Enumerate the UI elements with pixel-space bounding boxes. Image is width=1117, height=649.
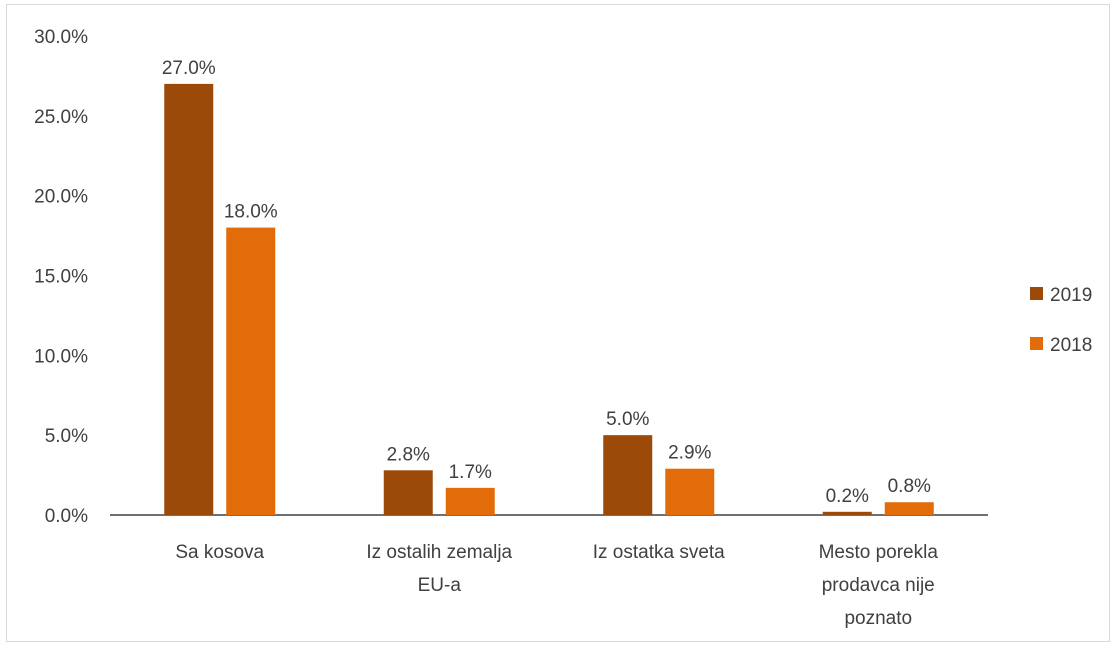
category-label: EU-a	[418, 575, 462, 596]
data-label: 1.7%	[449, 462, 492, 483]
legend-label: 2018	[1050, 335, 1092, 356]
category-label: Iz ostatka sveta	[593, 542, 725, 563]
y-tick-label: 5.0%	[45, 426, 88, 447]
bar-2019	[164, 83, 214, 516]
y-tick-label: 30.0%	[34, 27, 88, 48]
category-label: prodavca nije	[822, 575, 935, 596]
legend-label: 2019	[1050, 285, 1092, 306]
bar-2019	[822, 511, 872, 515]
legend-swatch	[1030, 337, 1043, 350]
y-tick-label: 0.0%	[45, 506, 88, 527]
bar-2019	[383, 470, 433, 515]
bar-2018	[226, 227, 276, 515]
category-label: Mesto porekla	[819, 542, 939, 563]
data-label: 2.8%	[387, 444, 430, 465]
bar-2018	[665, 468, 715, 515]
bar-2019	[603, 435, 653, 515]
data-label: 2.9%	[668, 443, 711, 464]
y-tick-label: 15.0%	[34, 267, 88, 288]
category-label: poznato	[844, 608, 912, 629]
data-label: 27.0%	[162, 58, 216, 79]
y-tick-label: 25.0%	[34, 107, 88, 128]
y-tick-label: 20.0%	[34, 187, 88, 208]
bar-2018	[445, 487, 495, 515]
category-label: Iz ostalih zemalja	[366, 542, 512, 563]
category-label: Sa kosova	[175, 542, 264, 563]
data-label: 18.0%	[224, 202, 278, 223]
legend-swatch	[1030, 287, 1043, 300]
data-label: 5.0%	[606, 409, 649, 430]
data-label: 0.8%	[888, 476, 931, 497]
bar-2018	[884, 502, 934, 515]
data-label: 0.2%	[826, 486, 869, 507]
y-tick-label: 10.0%	[34, 346, 88, 367]
